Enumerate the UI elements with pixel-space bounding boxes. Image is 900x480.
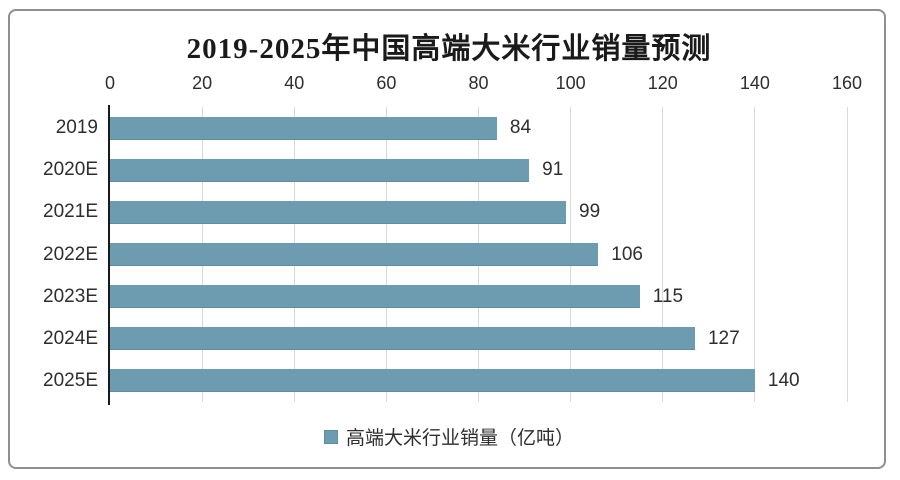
legend-label: 高端大米行业销量（亿吨） <box>345 428 574 449</box>
plot-area: 84 91 99 106 115 127 140 <box>110 107 848 402</box>
gridline <box>754 107 756 402</box>
x-tick-label: 80 <box>468 73 489 93</box>
category-label: 2023E <box>43 285 98 307</box>
y-axis-line <box>108 105 110 405</box>
x-tick-label: 100 <box>555 73 586 93</box>
bar-chart: 2019-2025年中国高端大米行业销量预测 0 20 40 60 80 100 120 14… <box>10 11 888 469</box>
x-tick-label: 0 <box>104 73 116 93</box>
x-tick-label: 20 <box>192 73 213 93</box>
gridline <box>846 107 848 402</box>
legend: 高端大米行业销量（亿吨） <box>10 423 888 450</box>
value-label: 106 <box>611 243 643 265</box>
value-label: 127 <box>707 327 740 349</box>
bar <box>110 327 695 351</box>
chart-title: 2019-2025年中国高端大米行业销量预测 <box>186 33 712 65</box>
category-label: 2022E <box>43 243 98 265</box>
bar <box>110 369 755 393</box>
x-tick-label: 120 <box>647 73 678 93</box>
bar <box>110 200 567 224</box>
x-tick-label: 60 <box>376 73 397 93</box>
value-label: 91 <box>542 159 564 181</box>
x-tick-label: 160 <box>831 73 863 93</box>
category-label: 2020E <box>43 159 98 181</box>
chart-frame: 2019-2025年中国高端大米行业销量预测 0 20 40 60 80 100 120 14… <box>8 9 886 469</box>
bar <box>110 158 530 182</box>
value-label: 140 <box>767 369 800 391</box>
value-label: 115 <box>652 285 684 307</box>
bar <box>110 285 640 309</box>
value-label: 84 <box>509 117 532 139</box>
gridline <box>662 107 664 402</box>
value-label: 99 <box>579 201 601 223</box>
x-tick-label: 140 <box>739 73 770 93</box>
x-axis: 0 20 40 60 80 100 120 140 160 <box>105 73 862 95</box>
category-label: 2019 <box>55 117 98 139</box>
bar <box>110 116 497 140</box>
category-label: 2024E <box>43 327 98 349</box>
x-tick-label: 40 <box>284 73 305 93</box>
bar <box>110 243 599 266</box>
category-label: 2025E <box>43 369 98 391</box>
legend-marker-square <box>323 429 338 444</box>
category-label: 2021E <box>43 201 98 223</box>
y-axis-labels: 2019 2020E 2021E 2022E 2023E 2024E 2025E <box>10 107 98 402</box>
